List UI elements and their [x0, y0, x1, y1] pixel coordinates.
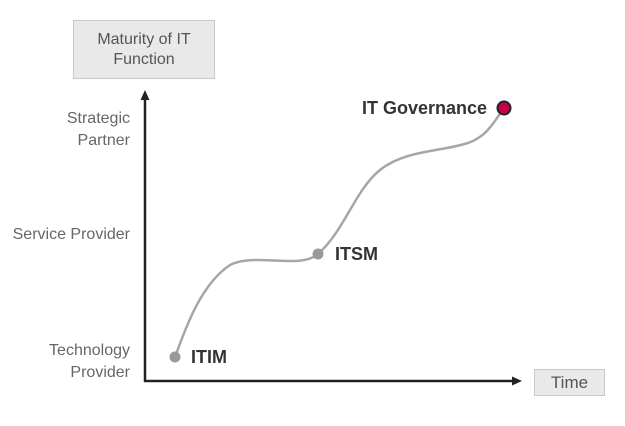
milestone-label-itsm: ITSM: [335, 244, 378, 264]
maturity-curve: [173, 106, 506, 359]
level-strategic-partner: Strategic Partner: [66, 110, 130, 149]
milestone-label-itim: ITIM: [191, 347, 227, 367]
level-service-provider: Service Provider: [12, 226, 130, 243]
y-axis-title: Maturity of IT Function: [73, 20, 215, 79]
governance-marker: [496, 100, 512, 116]
itim-marker: [169, 351, 181, 363]
itsm-marker: [312, 248, 324, 260]
milestone-label-it-governance: IT Governance: [361, 98, 487, 118]
level-technology-provider: Technology Provider: [49, 342, 130, 381]
x-axis-arrowhead: [512, 376, 522, 386]
x-axis-title: Time: [534, 369, 605, 396]
y-axis-arrowhead: [140, 90, 150, 100]
